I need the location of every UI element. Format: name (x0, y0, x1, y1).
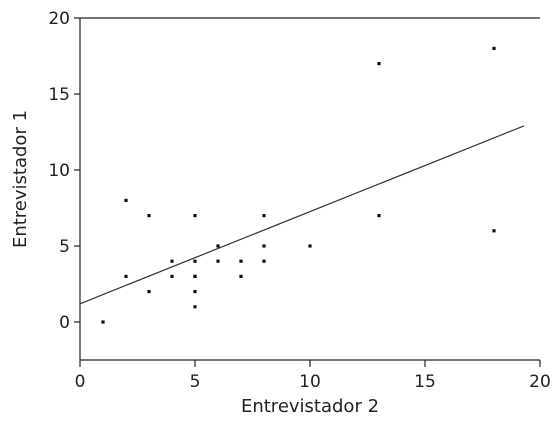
data-point (492, 229, 496, 233)
tick-labels: 0 5 10 15 20 0 5 10 15 20 (48, 9, 550, 392)
data-point (193, 290, 197, 294)
data-point (193, 259, 197, 263)
data-point (262, 259, 266, 263)
y-tick-label: 10 (48, 161, 70, 181)
ticks (74, 17, 541, 367)
x-tick-label: 5 (190, 372, 201, 392)
x-axis-title: Entrevistador 2 (241, 396, 379, 417)
axes (79, 17, 540, 361)
data-point (308, 244, 312, 248)
data-points (101, 46, 496, 324)
x-tick-label: 15 (414, 372, 436, 392)
data-point (193, 274, 197, 278)
y-tick-label: 20 (48, 9, 70, 29)
data-point (239, 274, 243, 278)
x-tick-label: 10 (299, 372, 321, 392)
data-point (216, 259, 220, 263)
data-point (377, 62, 381, 66)
data-point (216, 244, 220, 248)
data-point (377, 214, 381, 218)
data-point (262, 214, 266, 218)
x-tick-label: 20 (529, 372, 551, 392)
data-point (262, 244, 266, 248)
data-point (147, 214, 151, 218)
x-tick-label: 0 (75, 372, 86, 392)
y-axis-title: Entrevistador 1 (10, 110, 31, 248)
data-point (239, 259, 243, 263)
data-point (193, 214, 197, 218)
fit-line (79, 125, 525, 305)
data-point (492, 46, 496, 50)
y-tick-label: 5 (59, 237, 70, 257)
data-point (170, 274, 174, 278)
data-point (101, 320, 105, 324)
data-point (124, 198, 128, 202)
data-point (124, 274, 128, 278)
y-tick-label: 15 (48, 85, 70, 105)
y-tick-label: 0 (59, 313, 70, 333)
data-point (170, 259, 174, 263)
data-point (147, 290, 151, 294)
data-point (193, 305, 197, 309)
